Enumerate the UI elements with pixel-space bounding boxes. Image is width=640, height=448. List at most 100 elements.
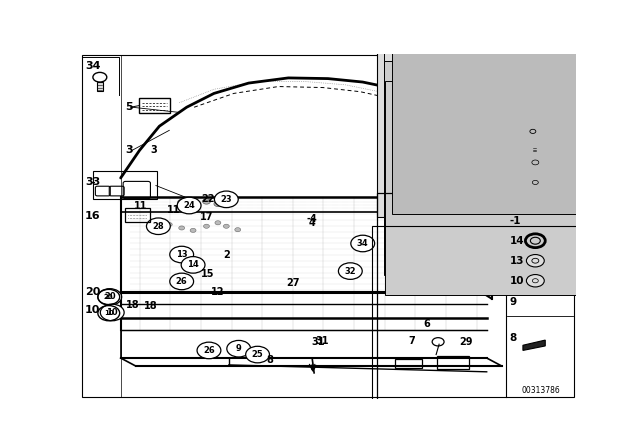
Circle shape (526, 156, 544, 168)
Circle shape (526, 176, 544, 189)
Circle shape (449, 190, 457, 195)
Circle shape (181, 257, 205, 273)
Text: 3: 3 (150, 145, 157, 155)
Text: 17: 17 (200, 211, 213, 222)
Circle shape (526, 254, 544, 267)
Circle shape (215, 221, 221, 225)
Text: 16: 16 (85, 211, 100, 221)
Text: 7: 7 (408, 336, 415, 346)
Circle shape (190, 203, 198, 209)
Text: 20: 20 (509, 179, 524, 189)
Text: 11: 11 (134, 201, 147, 211)
Circle shape (147, 218, 170, 234)
Text: 21: 21 (404, 177, 418, 186)
Text: 5: 5 (125, 102, 133, 112)
Text: 4: 4 (308, 219, 316, 228)
Text: 3: 3 (125, 145, 133, 155)
Circle shape (223, 224, 229, 228)
Circle shape (100, 304, 124, 321)
Circle shape (179, 226, 185, 230)
Circle shape (414, 224, 420, 228)
Text: 32: 32 (509, 76, 524, 86)
Text: 30: 30 (443, 185, 456, 195)
Circle shape (170, 273, 193, 290)
Text: 32: 32 (344, 267, 356, 276)
Text: 23: 23 (509, 159, 524, 169)
Text: 11: 11 (166, 205, 180, 215)
Text: 25: 25 (252, 350, 264, 359)
Polygon shape (523, 340, 545, 350)
Text: 24: 24 (183, 201, 195, 210)
FancyBboxPatch shape (376, 0, 640, 217)
Text: 8: 8 (509, 333, 516, 343)
Text: 10: 10 (104, 310, 114, 316)
Text: 19: 19 (509, 200, 524, 210)
Text: 13: 13 (509, 256, 524, 266)
Circle shape (178, 199, 186, 205)
Text: 31: 31 (311, 337, 325, 347)
Text: 34: 34 (85, 61, 100, 71)
Polygon shape (531, 70, 545, 82)
Text: 2: 2 (223, 250, 230, 259)
Text: 18: 18 (143, 301, 157, 310)
Circle shape (170, 246, 193, 263)
Circle shape (438, 194, 446, 200)
Text: 25: 25 (509, 140, 524, 150)
Text: 29: 29 (459, 337, 472, 347)
Text: 13: 13 (176, 250, 188, 259)
Text: 15: 15 (201, 269, 214, 279)
Circle shape (177, 197, 201, 214)
Circle shape (166, 223, 172, 227)
Circle shape (246, 346, 269, 363)
Text: 20: 20 (104, 293, 116, 302)
Circle shape (214, 191, 238, 207)
Text: 00313786: 00313786 (522, 386, 561, 395)
FancyBboxPatch shape (392, 0, 640, 214)
FancyBboxPatch shape (389, 22, 640, 242)
Circle shape (214, 201, 222, 207)
Circle shape (197, 342, 221, 359)
Circle shape (190, 228, 196, 233)
Circle shape (526, 275, 544, 287)
Circle shape (457, 198, 465, 204)
Circle shape (448, 227, 454, 231)
Text: 28: 28 (152, 222, 164, 231)
FancyBboxPatch shape (524, 198, 548, 212)
Circle shape (202, 198, 211, 204)
Text: 8: 8 (266, 355, 273, 365)
FancyBboxPatch shape (97, 82, 103, 91)
FancyBboxPatch shape (384, 42, 640, 256)
Text: 10: 10 (509, 276, 524, 286)
Text: 33: 33 (85, 177, 100, 187)
Text: 10: 10 (106, 308, 118, 317)
Circle shape (339, 263, 362, 280)
Circle shape (427, 228, 433, 233)
Circle shape (428, 190, 436, 195)
FancyBboxPatch shape (385, 81, 640, 294)
Circle shape (438, 224, 444, 228)
Text: 9: 9 (236, 344, 241, 353)
Circle shape (98, 289, 122, 305)
FancyBboxPatch shape (383, 61, 640, 275)
Text: 9: 9 (509, 297, 516, 307)
Text: 14: 14 (188, 260, 199, 269)
Text: 10: 10 (85, 305, 100, 315)
Text: 26: 26 (176, 277, 188, 286)
Text: -1: -1 (509, 216, 521, 226)
Circle shape (227, 340, 251, 357)
Text: 28: 28 (509, 102, 524, 112)
Text: 26: 26 (203, 346, 215, 355)
Circle shape (351, 235, 374, 252)
Text: 22: 22 (201, 194, 214, 204)
Text: 27: 27 (287, 278, 300, 288)
Text: 18: 18 (125, 300, 140, 310)
Text: 14: 14 (509, 236, 524, 246)
Circle shape (458, 230, 464, 234)
Text: 24: 24 (509, 126, 524, 136)
Circle shape (524, 125, 542, 138)
Text: 12: 12 (211, 288, 225, 297)
Circle shape (204, 224, 209, 228)
Text: 34: 34 (357, 239, 369, 248)
Circle shape (235, 228, 241, 232)
Text: 6: 6 (424, 319, 431, 328)
